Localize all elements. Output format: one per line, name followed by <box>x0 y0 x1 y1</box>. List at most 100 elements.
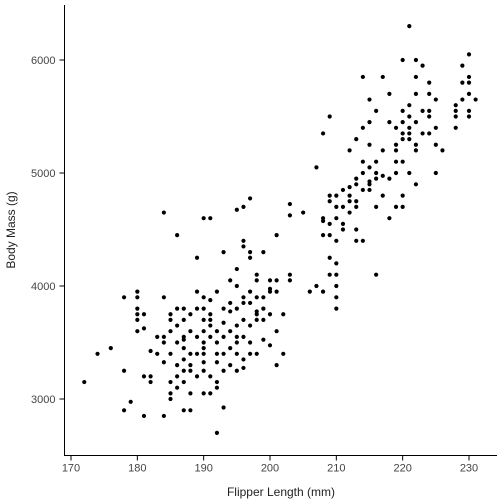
data-point <box>347 210 352 215</box>
data-point <box>161 340 166 345</box>
data-point <box>281 351 286 356</box>
data-point <box>188 408 193 413</box>
data-point <box>433 170 438 176</box>
data-point <box>354 227 359 232</box>
data-point <box>228 309 233 314</box>
data-point <box>320 233 326 238</box>
data-point <box>433 97 438 102</box>
data-point <box>314 165 319 170</box>
data-point <box>393 159 399 164</box>
data-point <box>407 125 412 130</box>
data-point <box>208 317 213 322</box>
data-point <box>214 360 220 365</box>
plot-area: 170 180 190 200 210 220 230 3000 4000 5000 6000 <box>31 5 497 475</box>
data-point <box>181 346 186 351</box>
data-point <box>327 199 332 204</box>
data-point <box>188 351 193 356</box>
data-point <box>254 351 259 356</box>
data-point <box>400 57 405 63</box>
data-point <box>194 306 200 311</box>
data-point <box>188 312 193 317</box>
data-point <box>466 108 472 113</box>
data-point <box>221 306 226 311</box>
data-point <box>135 329 140 334</box>
data-point <box>254 295 259 300</box>
data-point <box>201 360 206 365</box>
data-point <box>181 357 186 362</box>
data-point <box>427 131 432 136</box>
data-point <box>254 278 259 283</box>
data-point <box>400 193 405 198</box>
data-point <box>194 374 200 379</box>
x-tick-label: 200 <box>261 463 279 475</box>
data-point <box>188 391 193 396</box>
data-point <box>334 193 339 198</box>
data-point <box>248 300 253 306</box>
data-point <box>148 348 153 354</box>
data-point <box>334 216 339 221</box>
data-point <box>407 103 412 108</box>
x-axis-label: Flipper Length (mm) <box>227 485 335 499</box>
data-point <box>433 125 438 130</box>
data-point <box>214 385 220 390</box>
data-point <box>267 312 273 317</box>
data-point <box>141 374 147 379</box>
data-point <box>267 286 273 291</box>
data-point <box>175 306 180 311</box>
data-point <box>466 80 472 85</box>
data-point <box>241 365 246 371</box>
data-point <box>175 340 180 345</box>
x-axis-ticks: 170 180 190 200 210 220 230 <box>62 455 478 475</box>
data-point <box>188 363 193 368</box>
data-point <box>340 187 346 193</box>
data-point <box>427 114 432 119</box>
data-point <box>374 159 379 164</box>
data-point <box>234 334 239 339</box>
y-tick-label: 5000 <box>31 168 55 180</box>
data-point <box>181 368 186 373</box>
data-point <box>327 255 332 260</box>
data-point <box>287 278 292 283</box>
data-point <box>175 374 180 379</box>
data-point <box>380 173 385 178</box>
y-tick-label: 3000 <box>31 394 55 406</box>
data-point <box>347 148 352 153</box>
data-point <box>241 295 246 300</box>
data-point <box>155 334 160 339</box>
data-point <box>201 295 206 300</box>
data-point <box>221 351 226 356</box>
data-point <box>221 334 226 339</box>
data-point <box>387 216 392 221</box>
data-point <box>466 52 472 57</box>
data-point <box>413 182 419 187</box>
data-point <box>248 250 253 255</box>
data-point <box>208 391 213 396</box>
data-point <box>221 405 226 410</box>
data-point <box>340 227 346 232</box>
data-point <box>327 233 332 238</box>
data-point <box>135 295 140 300</box>
data-point <box>387 91 392 96</box>
data-point <box>460 80 465 85</box>
data-point <box>354 238 359 243</box>
data-point <box>393 125 399 130</box>
data-point <box>221 368 226 373</box>
data-point <box>400 131 405 136</box>
data-point <box>354 137 359 142</box>
data-point <box>194 334 200 339</box>
data-point <box>320 218 326 224</box>
data-point <box>354 176 359 181</box>
data-point <box>108 346 113 351</box>
data-point <box>354 204 359 209</box>
data-point <box>201 340 206 345</box>
data-point <box>241 238 246 243</box>
data-point <box>228 300 233 306</box>
data-point <box>234 306 239 311</box>
data-point <box>208 374 213 379</box>
data-point <box>161 295 166 300</box>
data-point <box>387 120 392 125</box>
data-point <box>168 317 173 322</box>
data-point <box>234 266 239 272</box>
data-point <box>334 204 339 209</box>
data-point <box>367 165 372 170</box>
